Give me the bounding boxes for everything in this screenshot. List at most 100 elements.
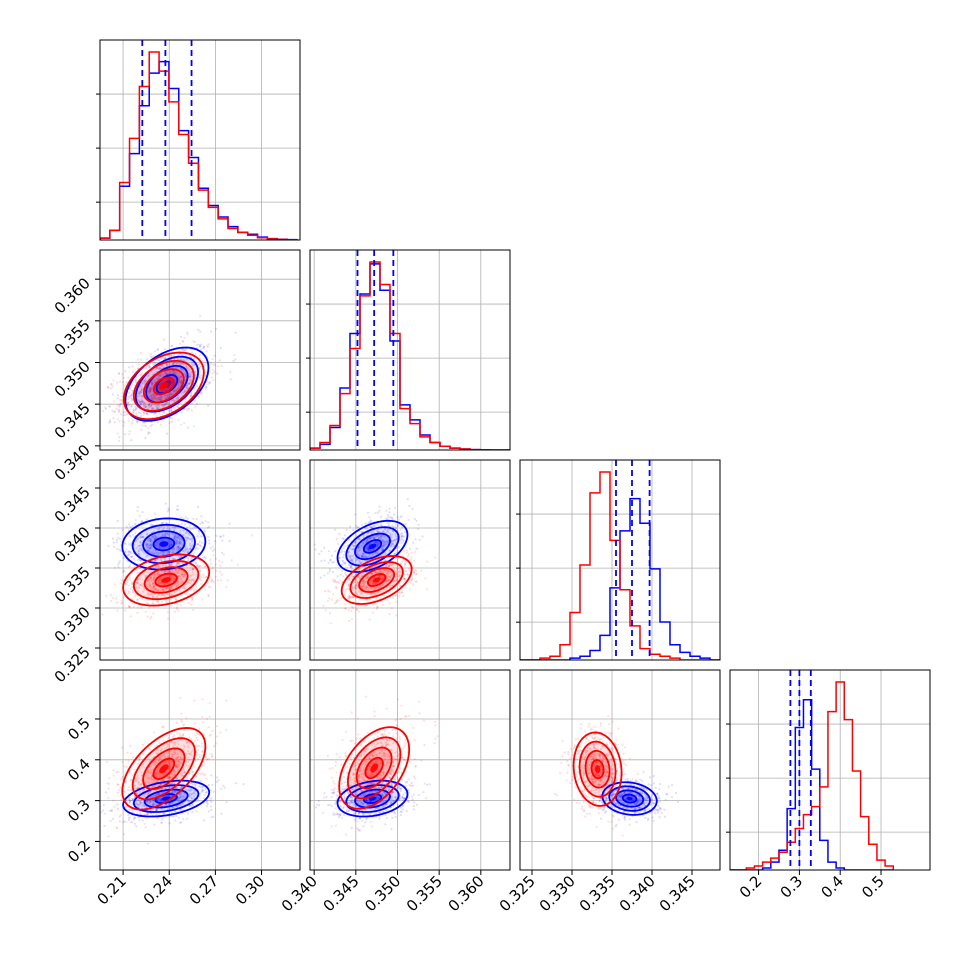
panel-frame	[309, 669, 511, 871]
x-tick-label: 0.355	[403, 872, 446, 915]
y-tick-label: 0.325	[51, 643, 94, 686]
density-core	[159, 764, 169, 774]
joint-panel-3-0: 0.2 0.3 0.4 0.5 0.21 0.24 0.27 0.30	[64, 669, 301, 908]
contour-red	[152, 757, 176, 780]
x-tick-label: 0.21	[94, 872, 130, 908]
contour-blue	[122, 779, 211, 818]
y-tick-label: 0.340	[51, 441, 94, 484]
x-tick-label: 0.330	[536, 872, 579, 915]
histogram-series-blue	[730, 699, 894, 870]
contour-red	[358, 567, 396, 593]
y-tick-label: 0.350	[51, 358, 94, 401]
contour-red	[143, 566, 189, 594]
density-core	[370, 763, 379, 773]
panel-frame	[99, 459, 301, 661]
x-tick-label: 0.2	[736, 872, 766, 902]
contour-red	[142, 747, 186, 791]
panel-frame	[519, 669, 721, 871]
panel-frame	[309, 249, 511, 451]
x-tick-label: 0.335	[576, 872, 619, 915]
y-tick-label: 0.5	[64, 714, 94, 744]
histogram-series-blue	[520, 497, 720, 660]
y-tick-label: 0.330	[51, 603, 94, 646]
x-tick-label: 0.325	[496, 872, 539, 915]
contour-blue	[154, 793, 178, 804]
contour-red	[132, 359, 195, 412]
x-tick-label: 0.360	[445, 872, 488, 915]
panel-frame	[99, 39, 301, 241]
histogram-series-red	[730, 681, 895, 870]
density-core	[368, 543, 377, 550]
contour-blue	[145, 364, 189, 404]
panel-frame	[519, 459, 721, 661]
contour-blue	[134, 355, 199, 413]
contour-blue	[152, 536, 176, 552]
contour-blue	[608, 785, 651, 812]
x-tick-label: 0.345	[320, 872, 363, 915]
contour-red	[347, 736, 402, 800]
contour-blue	[354, 532, 391, 561]
hist-panel-0	[96, 39, 301, 241]
contour-red	[572, 731, 623, 807]
contour-red	[152, 376, 175, 396]
histogram-series-red	[310, 261, 510, 450]
contour-blue	[336, 519, 409, 573]
y-tick-label: 0.345	[51, 483, 94, 526]
contour-blue	[143, 788, 189, 809]
contour-red	[121, 727, 207, 811]
density-core	[159, 541, 169, 547]
contour-red	[132, 559, 200, 601]
hist-panel-3: 0.2 0.3 0.4 0.5	[726, 669, 931, 902]
y-tick-label: 0.355	[51, 316, 94, 359]
panel-frame	[309, 459, 511, 661]
histogram-series-red	[100, 51, 298, 240]
contour-blue	[132, 784, 200, 813]
contour-red	[578, 740, 617, 798]
contour-blue	[121, 517, 207, 571]
contour-red	[340, 555, 413, 605]
contour-blue	[362, 539, 383, 554]
joint-panel-2-1	[309, 459, 511, 661]
y-tick-label: 0.360	[51, 274, 94, 317]
panel-frame	[99, 669, 301, 871]
x-tick-label: 0.5	[858, 872, 888, 902]
y-tick-label: 0.4	[64, 755, 94, 785]
x-tick-label: 0.340	[616, 872, 659, 915]
y-tick-label: 0.3	[64, 796, 94, 826]
panel-frame	[99, 249, 301, 451]
panel-frame	[729, 669, 931, 871]
x-tick-label: 0.345	[656, 872, 699, 915]
x-tick-label: 0.4	[817, 872, 847, 902]
contour-blue	[124, 346, 210, 422]
contour-red	[590, 759, 605, 780]
contour-blue	[621, 793, 638, 804]
x-tick-label: 0.30	[232, 872, 268, 908]
contour-red	[131, 737, 196, 801]
density-core	[159, 382, 169, 390]
hist-panel-2	[516, 459, 721, 661]
contour-red	[338, 726, 411, 810]
contour-red	[367, 573, 387, 587]
x-tick-label: 0.27	[186, 872, 222, 908]
contour-red	[142, 368, 185, 404]
x-tick-label: 0.340	[278, 872, 321, 915]
density-core	[594, 765, 601, 774]
x-tick-label: 0.3	[777, 872, 807, 902]
contour-blue	[155, 374, 179, 395]
contour-red	[122, 553, 211, 607]
histogram-series-red	[520, 471, 720, 660]
density-core	[626, 796, 633, 801]
x-tick-label: 0.24	[140, 872, 176, 908]
y-tick-label: 0.2	[64, 837, 94, 867]
contour-red	[364, 756, 384, 780]
hist-panel-1	[306, 249, 511, 451]
contour-red	[154, 572, 178, 588]
y-tick-label: 0.340	[51, 523, 94, 566]
contour-blue	[131, 523, 196, 565]
contour-blue	[615, 789, 645, 808]
contour-red	[122, 351, 205, 421]
